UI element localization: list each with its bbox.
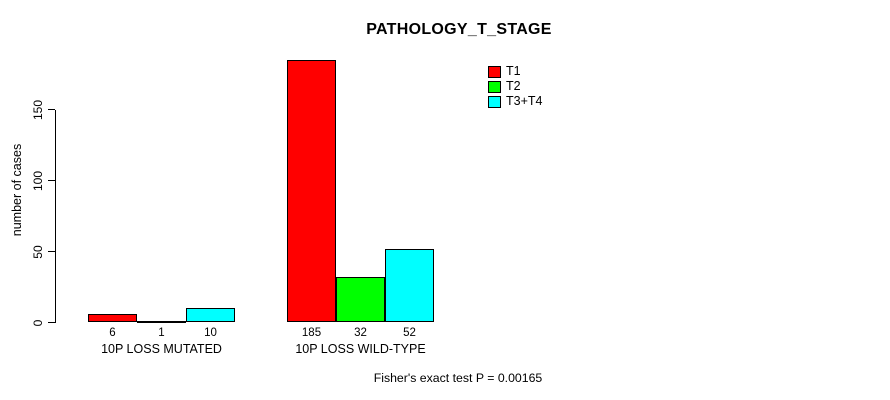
y-axis-line xyxy=(54,109,56,323)
bar-t2-group2 xyxy=(336,277,385,323)
legend-label: T1 xyxy=(506,64,521,78)
y-axis-tick xyxy=(47,250,55,253)
y-axis-tick xyxy=(47,108,55,111)
legend-row: T2 xyxy=(488,79,542,94)
bar-value-label: 6 xyxy=(109,327,116,339)
legend-row: T3+T4 xyxy=(488,94,542,109)
x-axis-category-label: 10P LOSS MUTATED xyxy=(101,342,222,356)
chart-title: PATHOLOGY_T_STAGE xyxy=(366,21,552,38)
legend-swatch-t3-t4 xyxy=(488,95,501,108)
bar-t2-group1 xyxy=(137,321,186,324)
bar-value-label: 1 xyxy=(158,327,165,339)
y-axis-tick-label: 150 xyxy=(31,99,45,120)
legend-row: T1 xyxy=(488,64,542,79)
bar-value-label: 32 xyxy=(354,327,367,339)
y-axis-tick-label: 100 xyxy=(31,170,45,191)
bar-value-label: 52 xyxy=(403,327,416,339)
x-axis-category-label: 10P LOSS WILD-TYPE xyxy=(295,342,426,356)
legend-label: T2 xyxy=(506,79,521,93)
y-axis-tick-label: 50 xyxy=(31,244,45,259)
legend-swatch-t1 xyxy=(488,65,501,78)
y-axis-tick-label: 0 xyxy=(31,319,45,326)
bar-t1-group2 xyxy=(287,59,336,323)
stat-annotation: Fisher's exact test P = 0.00165 xyxy=(373,371,543,385)
bar-t3-t4-group1 xyxy=(186,308,235,323)
bar-value-label: 185 xyxy=(301,327,322,339)
bar-value-label: 10 xyxy=(204,327,217,339)
legend: T1 T2 T3+T4 xyxy=(488,64,542,109)
legend-label: T3+T4 xyxy=(506,94,543,108)
bar-t3-t4-group2 xyxy=(385,248,434,323)
y-axis-tick xyxy=(47,179,55,182)
legend-swatch-t2 xyxy=(488,80,501,93)
y-axis-tick xyxy=(47,321,55,324)
bar-t1-group1 xyxy=(88,313,137,323)
